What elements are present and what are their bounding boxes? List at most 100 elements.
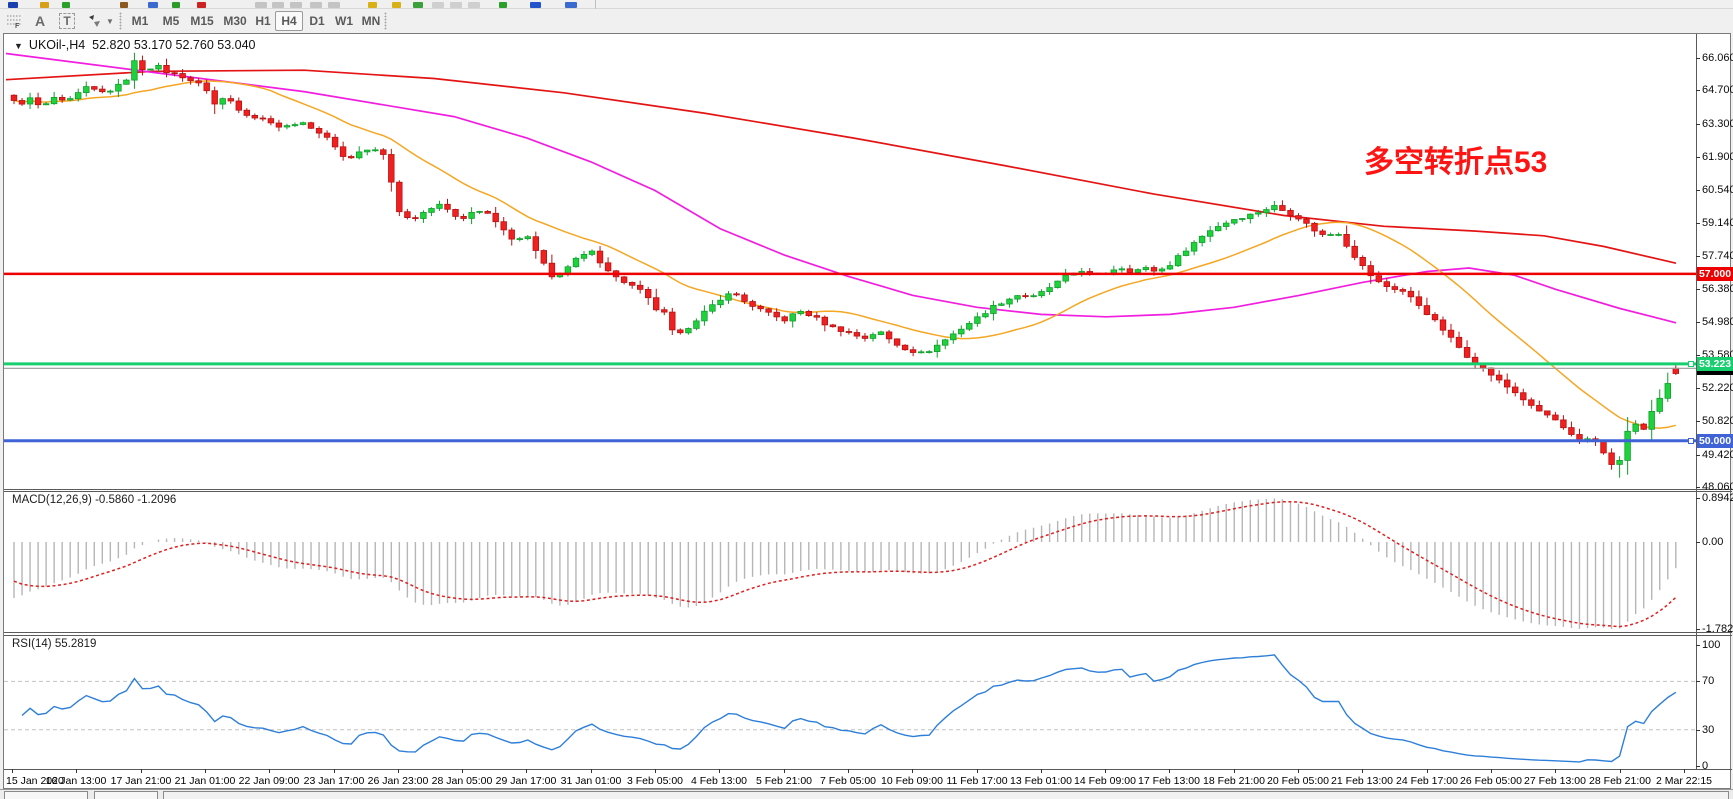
date-label-23: 26 Feb 05:00 bbox=[1460, 775, 1522, 787]
rsi-tick-2 bbox=[1696, 730, 1700, 731]
price-tick-61.900 bbox=[1696, 157, 1700, 158]
date-tick-5 bbox=[334, 769, 335, 773]
date-tick-4 bbox=[269, 769, 270, 773]
chart-title[interactable]: ▼ UKOil-,H4 52.820 53.170 52.760 53.040 bbox=[14, 38, 256, 52]
toolbar-icon-fragment-7[interactable] bbox=[255, 2, 267, 8]
date-label-9: 31 Jan 01:00 bbox=[560, 775, 622, 787]
date-label-5: 23 Jan 17:00 bbox=[303, 775, 365, 787]
macd-tick-2 bbox=[1696, 629, 1700, 630]
toolbar-icon-fragment-15[interactable] bbox=[432, 2, 444, 8]
price-tick-60.540 bbox=[1696, 190, 1700, 191]
chart-ohlc-readout: 52.820 53.170 52.760 53.040 bbox=[92, 38, 256, 52]
toolbar-icon-fragment-14[interactable] bbox=[413, 2, 423, 8]
toolbar-icon-fragment-20[interactable] bbox=[565, 2, 577, 8]
timeframe-button-M30[interactable]: M30 bbox=[223, 14, 247, 28]
hline-handle-53.223[interactable] bbox=[1688, 361, 1694, 367]
toolbar-icon-fragment-0[interactable] bbox=[8, 2, 18, 8]
panel-separator-macd-rsi[interactable] bbox=[4, 632, 1732, 633]
date-tick-26 bbox=[1684, 769, 1685, 773]
toolbar-icon-fragment-17[interactable] bbox=[468, 2, 480, 8]
toolbar-icon-fragment-19[interactable] bbox=[530, 2, 541, 8]
toolbar-icon-fragment-2[interactable] bbox=[62, 2, 70, 8]
toolbar-icon-fragment-18[interactable] bbox=[499, 2, 507, 8]
toolbar-icon-fragment-13[interactable] bbox=[392, 2, 401, 8]
text-box-tool-button[interactable]: T bbox=[56, 11, 78, 31]
panel-separator-main-macd[interactable] bbox=[4, 489, 1732, 490]
timeframe-button-M15[interactable]: M15 bbox=[190, 14, 214, 28]
date-tick-18 bbox=[1169, 769, 1170, 773]
date-tick-21 bbox=[1362, 769, 1363, 773]
toolbar-icon-fragment-5[interactable] bbox=[172, 2, 180, 8]
toolbar-separator bbox=[119, 12, 122, 30]
toolbar-icon-fragment-1[interactable] bbox=[40, 2, 49, 8]
price-label-61.900: 61.900 bbox=[1702, 151, 1733, 163]
text-label-tool-button[interactable]: A bbox=[31, 11, 49, 31]
date-tick-25 bbox=[1620, 769, 1621, 773]
date-tick-16 bbox=[1041, 769, 1042, 773]
date-tick-23 bbox=[1491, 769, 1492, 773]
rsi-tick-0 bbox=[1696, 645, 1700, 646]
macd-panel-canvas[interactable] bbox=[4, 491, 1696, 632]
panel-separator-macd-rsi-2 bbox=[4, 635, 1732, 636]
shapes-dropdown-caret[interactable]: ▼ bbox=[106, 16, 114, 26]
timeframe-button-M1[interactable]: M1 bbox=[131, 14, 149, 28]
timeframe-button-H1[interactable]: H1 bbox=[255, 14, 271, 28]
chart-annotation-text[interactable]: 多空转折点53 bbox=[1364, 146, 1548, 179]
toolbar-icon-fragment-4[interactable] bbox=[148, 2, 158, 8]
rsi-axis-label-3: 0 bbox=[1702, 760, 1709, 772]
price-tick-49.420 bbox=[1696, 455, 1700, 456]
timeframe-button-MN[interactable]: MN bbox=[361, 14, 381, 28]
rsi-panel-canvas[interactable] bbox=[4, 635, 1696, 769]
timeframe-button-D1[interactable]: D1 bbox=[309, 14, 325, 28]
grid-crosshair-tool-button[interactable]: F bbox=[4, 11, 24, 31]
price-label-59.140: 59.140 bbox=[1702, 217, 1733, 229]
toolbar-icon-fragment-16[interactable] bbox=[450, 2, 462, 8]
chart-title-dropdown-icon[interactable]: ▼ bbox=[14, 41, 23, 51]
date-label-15: 11 Feb 17:00 bbox=[946, 775, 1008, 787]
hline-handle-50.000[interactable] bbox=[1688, 438, 1694, 444]
timeframe-button-W1[interactable]: W1 bbox=[335, 14, 353, 28]
toolbar-icon-fragment-10[interactable] bbox=[310, 2, 322, 8]
chart-tab-2[interactable] bbox=[94, 791, 158, 799]
price-tick-52.220 bbox=[1696, 388, 1700, 389]
toolbar-icon-fragment-8[interactable] bbox=[272, 2, 284, 8]
date-label-26: 2 Mar 22:15 bbox=[1655, 775, 1713, 787]
date-label-25: 28 Feb 21:00 bbox=[1589, 775, 1651, 787]
date-tick-6 bbox=[398, 769, 399, 773]
toolbar-group-border bbox=[595, 0, 596, 9]
toolbar-icon-fragment-9[interactable] bbox=[290, 2, 302, 8]
main-chart-canvas[interactable] bbox=[4, 34, 1696, 490]
toolbar-icon-fragment-11[interactable] bbox=[328, 2, 340, 8]
rsi-indicator-label: RSI(14) 55.2819 bbox=[12, 638, 97, 650]
price-tick-63.300 bbox=[1696, 124, 1700, 125]
date-tick-19 bbox=[1234, 769, 1235, 773]
macd-indicator-label: MACD(12,26,9) -0.5860 -1.2096 bbox=[12, 494, 177, 506]
date-tick-13 bbox=[848, 769, 849, 773]
chart-toolbar: F A T ▼ M1 M5 M15 M30 H1 H4 D1 W1 MN bbox=[0, 10, 1733, 33]
price-label-60.540: 60.540 bbox=[1702, 184, 1733, 196]
date-label-10: 3 Feb 05:00 bbox=[626, 775, 684, 787]
price-label-50.820: 50.820 bbox=[1702, 415, 1733, 427]
price-label-66.060: 66.060 bbox=[1702, 52, 1733, 64]
date-tick-3 bbox=[205, 769, 206, 773]
price-tick-53.580 bbox=[1696, 355, 1700, 356]
panel-separator-main-macd-2 bbox=[4, 491, 1732, 492]
price-label-54.980: 54.980 bbox=[1702, 316, 1733, 328]
date-tick-22 bbox=[1427, 769, 1428, 773]
date-label-16: 13 Feb 01:00 bbox=[1010, 775, 1072, 787]
timeframe-button-M5[interactable]: M5 bbox=[162, 14, 180, 28]
price-label-49.420: 49.420 bbox=[1702, 449, 1733, 461]
shapes-tool-button[interactable] bbox=[84, 11, 104, 31]
toolbar-icon-fragment-12[interactable] bbox=[368, 2, 377, 8]
rsi-tick-3 bbox=[1696, 766, 1700, 767]
rsi-axis-label-0: 100 bbox=[1702, 639, 1721, 651]
timeframe-button-H4[interactable]: H4 bbox=[275, 11, 303, 31]
toolbar-icon-fragment-3[interactable] bbox=[120, 2, 128, 8]
date-label-14: 10 Feb 09:00 bbox=[881, 775, 943, 787]
macd-axis-label-0: 0.8942 bbox=[1702, 492, 1733, 504]
toolbar-icon-fragment-6[interactable] bbox=[197, 2, 206, 8]
svg-text:F: F bbox=[15, 23, 20, 28]
chart-tab-1[interactable] bbox=[4, 791, 88, 799]
date-tick-0 bbox=[12, 769, 13, 773]
